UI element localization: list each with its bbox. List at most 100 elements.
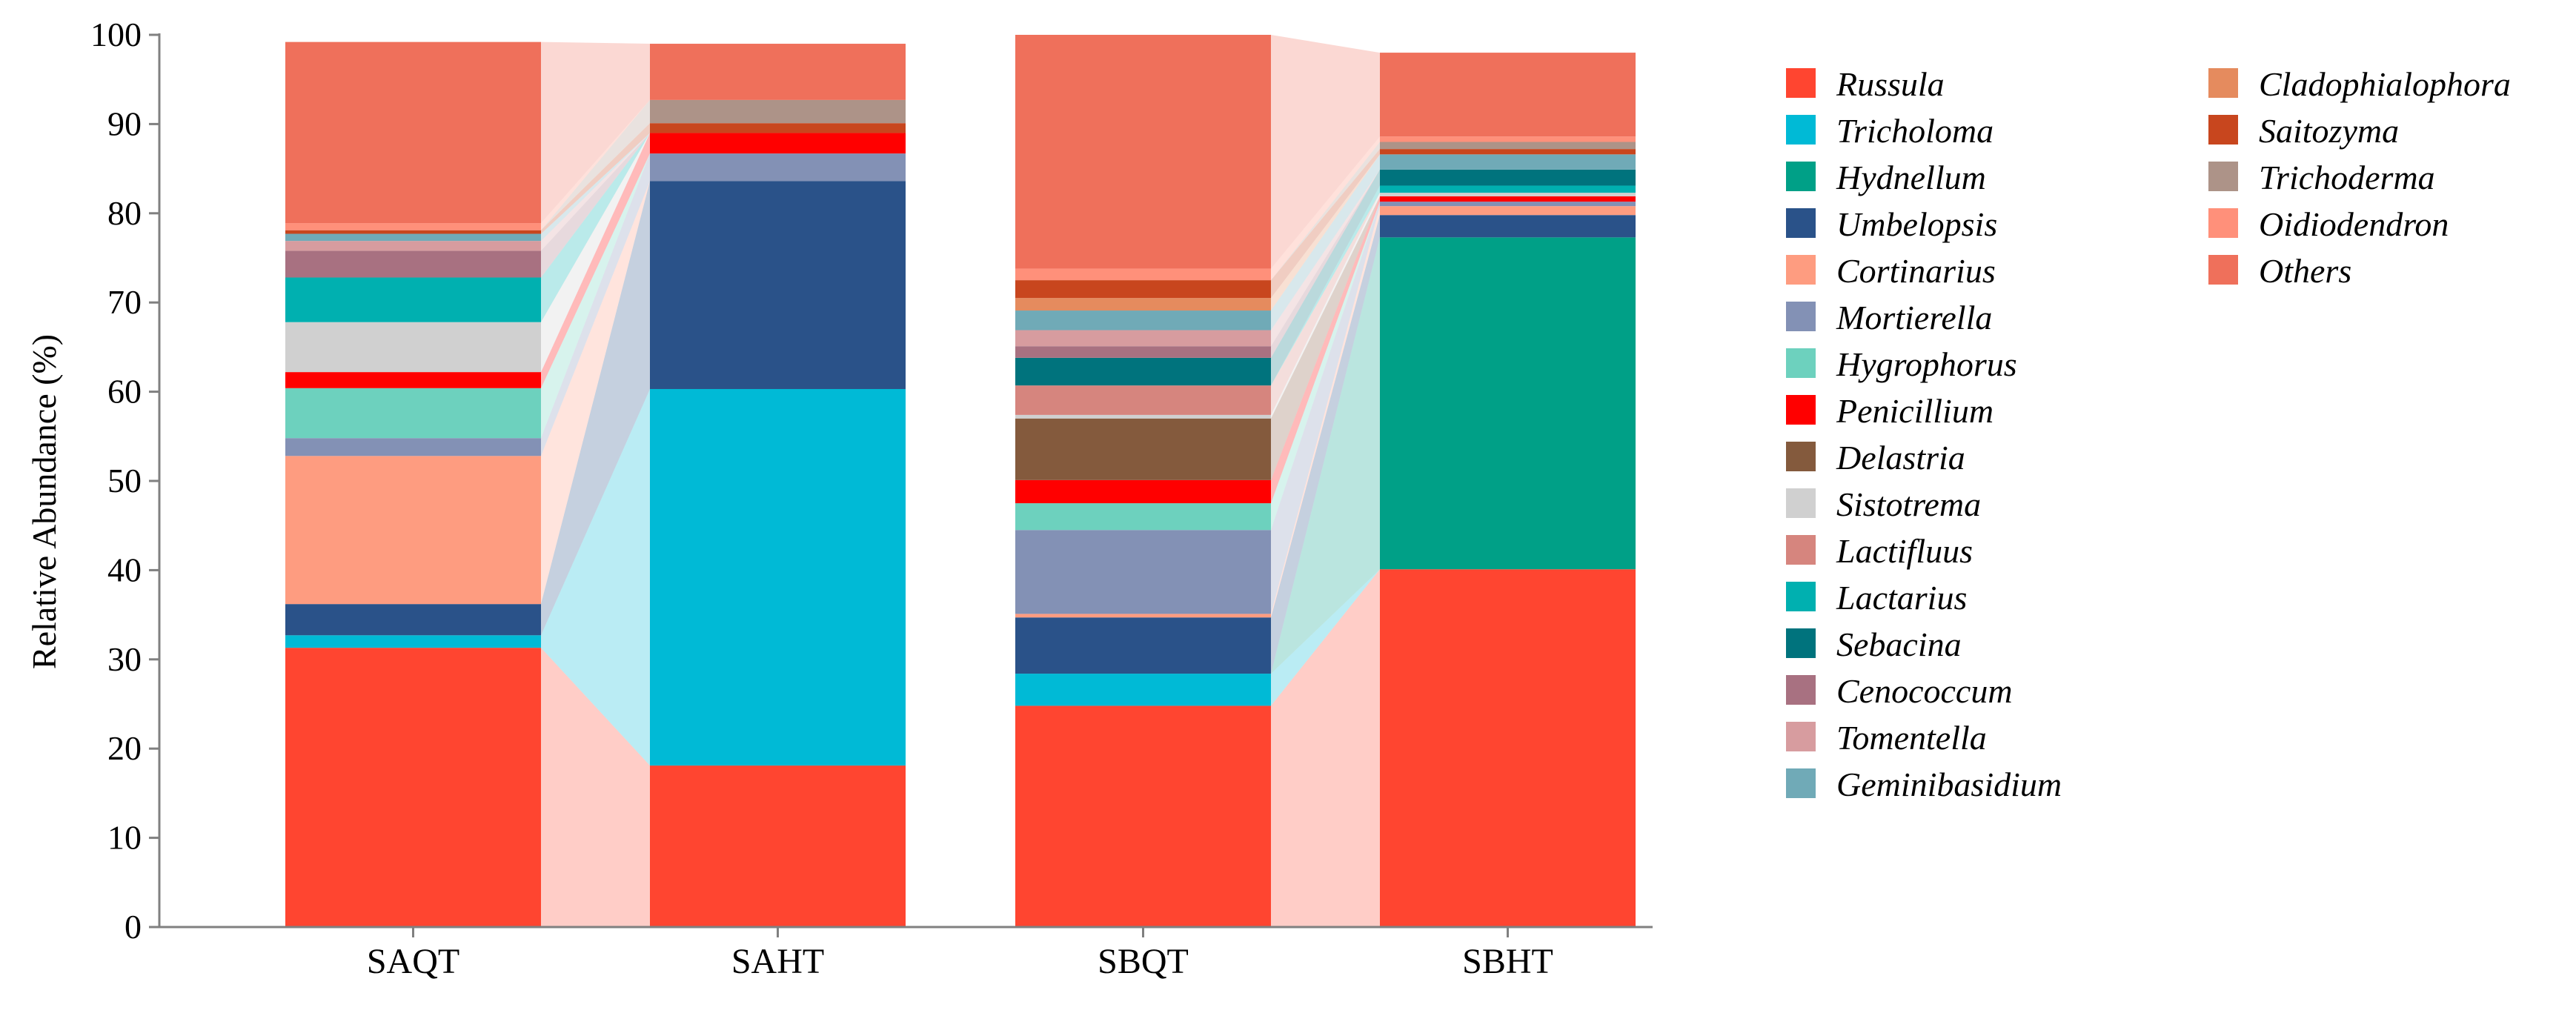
connector-saitozyma-saqt-saht	[541, 123, 650, 234]
legend-label-cenococcum: Cenococcum	[1836, 672, 2013, 710]
bar-segment-oidiodendron-sbht	[1380, 136, 1636, 142]
legend-swatch-geminibasidium	[1786, 768, 1816, 798]
bar-segment-geminibasidium-sbht	[1380, 154, 1636, 170]
legend-swatch-others	[2208, 255, 2238, 285]
bars	[285, 35, 1636, 927]
legend-label-oidiodendron: Oidiodendron	[2259, 205, 2449, 243]
x-tick-label-sbqt: SBQT	[1098, 942, 1189, 981]
connector-geminibasidium-saqt-saht	[541, 133, 650, 242]
legend-swatch-lactarius	[1786, 582, 1816, 611]
legend-label-sistotrema: Sistotrema	[1836, 485, 1981, 523]
bar-segment-saitozyma-sbqt	[1015, 280, 1271, 299]
bar-segment-cenococcum-saqt	[285, 250, 541, 278]
bar-segment-geminibasidium-saqt	[285, 233, 541, 242]
flow-connectors	[541, 35, 1380, 927]
bar-segment-lactarius-sbht	[1380, 185, 1636, 193]
bar-segment-russula-sbqt	[1015, 705, 1271, 927]
legend-label-lactifluus: Lactifluus	[1836, 532, 1973, 570]
bar-segment-lactifluus-sbqt	[1015, 385, 1271, 415]
connector-oidiodendron-saqt-saht	[541, 99, 650, 230]
legend-label-saitozyma: Saitozyma	[2259, 112, 2399, 150]
bar-segment-tomentella-saqt	[285, 241, 541, 251]
bar-segment-oidiodendron-saqt	[285, 223, 541, 230]
bar-segment-sistotrema-sbqt	[1015, 414, 1271, 419]
bar-segment-trichoderma-sbht	[1380, 142, 1636, 150]
bar-segment-cladophialophora-sbqt	[1015, 298, 1271, 311]
legend-swatch-hygrophorus	[1786, 348, 1816, 378]
connector-umbelopsis-sbqt-sbht	[1271, 215, 1380, 674]
bar-segment-oidiodendron-sbqt	[1015, 268, 1271, 281]
bar-segment-umbelopsis-sbht	[1380, 215, 1636, 238]
bar-segment-others-sbqt	[1015, 35, 1271, 269]
bar-segment-sistotrema-sbht	[1380, 193, 1636, 196]
connector-trichoderma-saqt-saht	[541, 99, 650, 230]
legend-swatch-sistotrema	[1786, 488, 1816, 518]
connector-others-sbqt-sbht	[1271, 35, 1380, 269]
legend-swatch-tomentella	[1786, 722, 1816, 751]
bar-segment-mortierella-sbht	[1380, 202, 1636, 207]
bar-segment-mortierella-sbqt	[1015, 530, 1271, 614]
x-tick-label-saht: SAHT	[731, 942, 824, 981]
connector-sebacina-sbqt-sbht	[1271, 169, 1380, 386]
bar-segment-sebacina-sbht	[1380, 169, 1636, 186]
legend-label-umbelopsis: Umbelopsis	[1836, 205, 1997, 243]
connector-russula-saqt-saht	[541, 648, 650, 927]
connector-lactarius-saqt-saht	[541, 133, 650, 322]
bar-segment-umbelopsis-sbqt	[1015, 617, 1271, 674]
bar-segment-tricholoma-saht	[650, 388, 906, 766]
bar-segment-trichoderma-saht	[650, 99, 906, 124]
legend-swatch-cladophialophora	[2208, 68, 2238, 98]
legend-label-tricholoma: Tricholoma	[1836, 112, 1994, 150]
y-tick-label: 100	[90, 16, 142, 53]
legend-swatch-saitozyma	[2208, 115, 2238, 145]
connector-cenococcum-saqt-saht	[541, 133, 650, 278]
y-tick-label: 20	[107, 729, 142, 767]
legend-label-mortierella: Mortierella	[1836, 299, 1992, 336]
legend-swatch-lactifluus	[1786, 535, 1816, 565]
connector-hygrophorus-saqt-saht	[541, 153, 650, 439]
bar-segment-umbelopsis-saqt	[285, 604, 541, 636]
bar-segment-mortierella-saqt	[285, 438, 541, 456]
legend-swatch-umbelopsis	[1786, 208, 1816, 238]
legend-label-others: Others	[2259, 252, 2351, 290]
connector-hydnellum-sbqt-sbht	[1271, 237, 1380, 674]
bar-segment-cenococcum-sbqt	[1015, 346, 1271, 358]
bar-segment-others-saht	[650, 44, 906, 100]
legend-swatch-oidiodendron	[2208, 208, 2238, 238]
bar-segment-saitozyma-saqt	[285, 230, 541, 234]
legend-label-sebacina: Sebacina	[1836, 625, 1962, 663]
bar-segment-saitozyma-saht	[650, 123, 906, 133]
bar-segment-umbelopsis-saht	[650, 181, 906, 389]
legend-label-tomentella: Tomentella	[1836, 719, 1987, 757]
bar-segment-cortinarius-saqt	[285, 456, 541, 605]
x-tick-label-sbht: SBHT	[1462, 942, 1553, 981]
legend-label-hygrophorus: Hygrophorus	[1836, 345, 2017, 383]
connector-sistotrema-sbqt-sbht	[1271, 193, 1380, 419]
y-tick-label: 60	[107, 373, 142, 411]
connector-tricholoma-saqt-saht	[541, 388, 650, 766]
y-tick-label: 80	[107, 194, 142, 232]
connector-penicillium-sbqt-sbht	[1271, 196, 1380, 504]
bar-segment-tricholoma-saqt	[285, 635, 541, 648]
bar-segment-cortinarius-sbqt	[1015, 614, 1271, 618]
connector-lactarius-sbqt-sbht	[1271, 185, 1380, 386]
bar-segment-hygrophorus-saqt	[285, 388, 541, 439]
y-tick-label: 0	[125, 908, 142, 946]
legend-swatch-russula	[1786, 68, 1816, 98]
connector-cortinarius-sbqt-sbht	[1271, 206, 1380, 618]
bar-segment-russula-saht	[650, 765, 906, 927]
legend-label-russula: Russula	[1836, 65, 1945, 103]
legend-label-hydnellum: Hydnellum	[1836, 159, 1986, 196]
connector-saitozyma-sbqt-sbht	[1271, 149, 1380, 299]
connector-tomentella-saqt-saht	[541, 133, 650, 251]
axes: 0 10 20 30 40 50 60 70 80 90 100 SAQT SAHT SBQT SBHT	[90, 16, 1653, 981]
legend-swatch-cenococcum	[1786, 675, 1816, 705]
connector-tomentella-sbqt-sbht	[1271, 169, 1380, 347]
connector-cortinarius-saqt-saht	[541, 181, 650, 605]
bar-segment-tricholoma-sbqt	[1015, 674, 1271, 706]
connector-delastria-sbqt-sbht	[1271, 196, 1380, 480]
y-tick-label: 10	[107, 819, 142, 857]
connector-cenococcum-sbqt-sbht	[1271, 169, 1380, 358]
connector-penicillium-saqt-saht	[541, 133, 650, 388]
